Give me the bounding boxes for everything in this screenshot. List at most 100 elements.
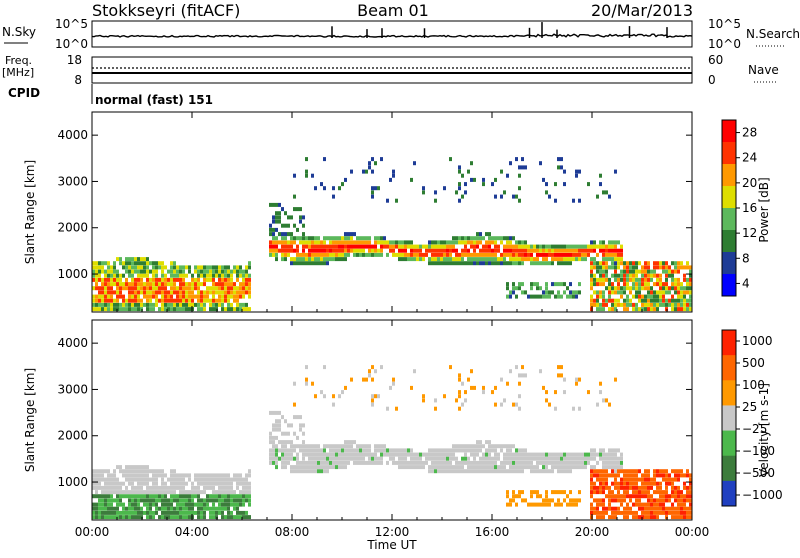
velocity-cell xyxy=(611,498,614,503)
power-cell xyxy=(173,261,176,266)
power-cell xyxy=(155,277,158,282)
power-cell xyxy=(653,273,656,278)
power-cell xyxy=(635,286,638,291)
power-cell xyxy=(134,290,137,295)
velocity-cell xyxy=(467,377,470,382)
velocity-cell xyxy=(236,485,239,490)
power-cell xyxy=(656,282,659,287)
velocity-cell xyxy=(179,473,182,478)
power-cell xyxy=(449,157,452,162)
velocity-cell xyxy=(590,510,593,515)
velocity-cell xyxy=(203,510,206,515)
power-cell xyxy=(221,290,224,295)
power-cell xyxy=(335,252,338,257)
power-cell xyxy=(443,240,446,245)
velocity-cell xyxy=(104,477,107,482)
power-cell xyxy=(353,248,356,253)
velocity-cell xyxy=(668,473,671,478)
velocity-cell xyxy=(515,502,518,507)
power-cell xyxy=(431,252,434,257)
power-cell xyxy=(152,261,155,266)
velocity-cell xyxy=(494,469,497,474)
velocity-cell xyxy=(572,406,575,411)
power-cell xyxy=(635,261,638,266)
velocity-cell xyxy=(176,510,179,515)
power-cell xyxy=(134,294,137,299)
velocity-cell xyxy=(365,377,368,382)
power-cell xyxy=(320,240,323,245)
velocity-cell xyxy=(182,494,185,499)
velocity-cell xyxy=(161,515,164,520)
velocity-cell xyxy=(500,465,503,470)
power-cell xyxy=(227,290,230,295)
power-cell xyxy=(659,277,662,282)
power-cell xyxy=(125,261,128,266)
power-cell xyxy=(683,273,686,278)
velocity-cell xyxy=(179,515,182,520)
velocity-cell xyxy=(344,452,347,457)
power-cell xyxy=(518,252,521,257)
velocity-cell xyxy=(626,490,629,495)
power-cell xyxy=(278,219,281,224)
velocity-cell xyxy=(521,490,524,495)
power-cell xyxy=(683,298,686,303)
velocity-cell xyxy=(608,485,611,490)
power-cell xyxy=(287,232,290,237)
velocity-cell xyxy=(641,490,644,495)
power-cell xyxy=(122,294,125,299)
power-cell xyxy=(617,265,620,270)
power-cell xyxy=(119,302,122,307)
velocity-cell xyxy=(176,494,179,499)
colorbar-swatch xyxy=(722,186,736,209)
velocity-cell xyxy=(596,452,599,457)
power-cell xyxy=(173,286,176,291)
power-cell xyxy=(578,257,581,262)
velocity-cell xyxy=(668,506,671,511)
velocity-cell xyxy=(371,460,374,465)
power-cell xyxy=(536,257,539,262)
velocity-cell xyxy=(542,452,545,457)
velocity-cell xyxy=(128,473,131,478)
power-cell xyxy=(233,290,236,295)
velocity-cell xyxy=(635,490,638,495)
velocity-cell xyxy=(653,498,656,503)
velocity-cell xyxy=(395,452,398,457)
power-cell xyxy=(590,248,593,253)
velocity-cell xyxy=(665,477,668,482)
velocity-cell xyxy=(119,498,122,503)
power-cell xyxy=(314,240,317,245)
velocity-cell xyxy=(665,506,668,511)
power-cell xyxy=(149,294,152,299)
velocity-cell xyxy=(527,502,530,507)
velocity-cell xyxy=(110,506,113,511)
velocity-cell xyxy=(557,365,560,370)
velocity-cell xyxy=(209,477,212,482)
power-cell xyxy=(140,290,143,295)
power-cell xyxy=(443,186,446,191)
velocity-cell xyxy=(92,502,95,507)
velocity-cell xyxy=(488,440,491,445)
velocity-cell xyxy=(302,456,305,461)
velocity-cell xyxy=(530,502,533,507)
velocity-cell xyxy=(689,473,692,478)
power-cell xyxy=(608,252,611,257)
power-cell xyxy=(563,248,566,253)
velocity-cell xyxy=(128,498,131,503)
velocity-cell xyxy=(617,465,620,470)
power-cell xyxy=(674,307,677,312)
power-cell xyxy=(248,265,251,270)
power-cell xyxy=(269,252,272,257)
velocity-cell xyxy=(131,465,134,470)
velocity-cell xyxy=(338,465,341,470)
velocity-cell xyxy=(212,477,215,482)
velocity-cell xyxy=(275,435,278,440)
power-cell xyxy=(317,261,320,266)
power-cell xyxy=(644,294,647,299)
power-cell xyxy=(95,298,98,303)
velocity-cell xyxy=(227,506,230,511)
power-cell xyxy=(380,252,383,257)
power-cell xyxy=(569,244,572,249)
velocity-cell xyxy=(647,469,650,474)
velocity-cell xyxy=(209,506,212,511)
power-cell xyxy=(668,265,671,270)
